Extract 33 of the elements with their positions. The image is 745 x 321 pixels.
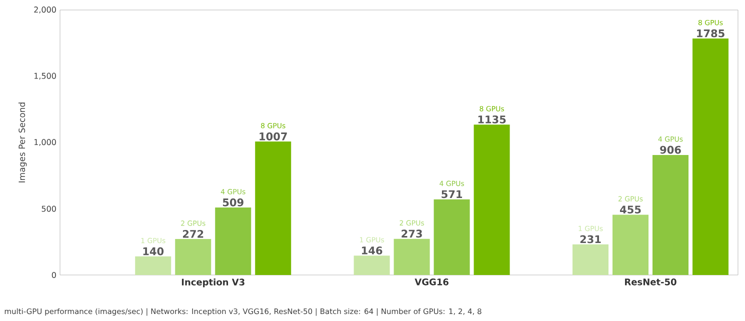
data-label: 1135 bbox=[478, 115, 506, 124]
bar bbox=[572, 244, 609, 275]
data-label: 231 bbox=[580, 235, 601, 244]
bar bbox=[175, 238, 212, 275]
data-label: 906 bbox=[660, 146, 681, 154]
bar bbox=[652, 154, 689, 275]
data-label: 273 bbox=[402, 230, 422, 238]
y-axis-title: Images Per Second bbox=[18, 102, 27, 182]
x-tick-label: Inception V3 bbox=[182, 278, 244, 288]
bar bbox=[692, 38, 729, 275]
data-label: 272 bbox=[182, 230, 204, 238]
data-label: 455 bbox=[620, 206, 641, 214]
bar bbox=[354, 256, 390, 275]
bar bbox=[434, 199, 470, 275]
y-tick-label: 1,500 bbox=[34, 72, 56, 80]
y-tick-label: 2,000 bbox=[34, 6, 56, 14]
x-tick-label: ResNet-50 bbox=[625, 278, 676, 286]
data-label: 1007 bbox=[260, 132, 287, 140]
x-tick-label: VGG16 bbox=[414, 278, 448, 286]
y-tick-label: 500 bbox=[42, 206, 56, 212]
bar bbox=[474, 124, 510, 275]
y-tick-label: 0 bbox=[52, 272, 56, 278]
bar bbox=[215, 208, 252, 275]
data-label: 1785 bbox=[697, 29, 724, 38]
bar bbox=[612, 214, 649, 275]
data-label: 509 bbox=[222, 198, 244, 206]
data-label: 571 bbox=[442, 190, 462, 198]
bar bbox=[394, 238, 430, 275]
bar bbox=[255, 142, 292, 275]
y-tick-label: 1,000 bbox=[34, 139, 56, 146]
data-label: 140 bbox=[143, 247, 164, 256]
data-label: 146 bbox=[362, 246, 382, 254]
bar bbox=[135, 256, 172, 275]
